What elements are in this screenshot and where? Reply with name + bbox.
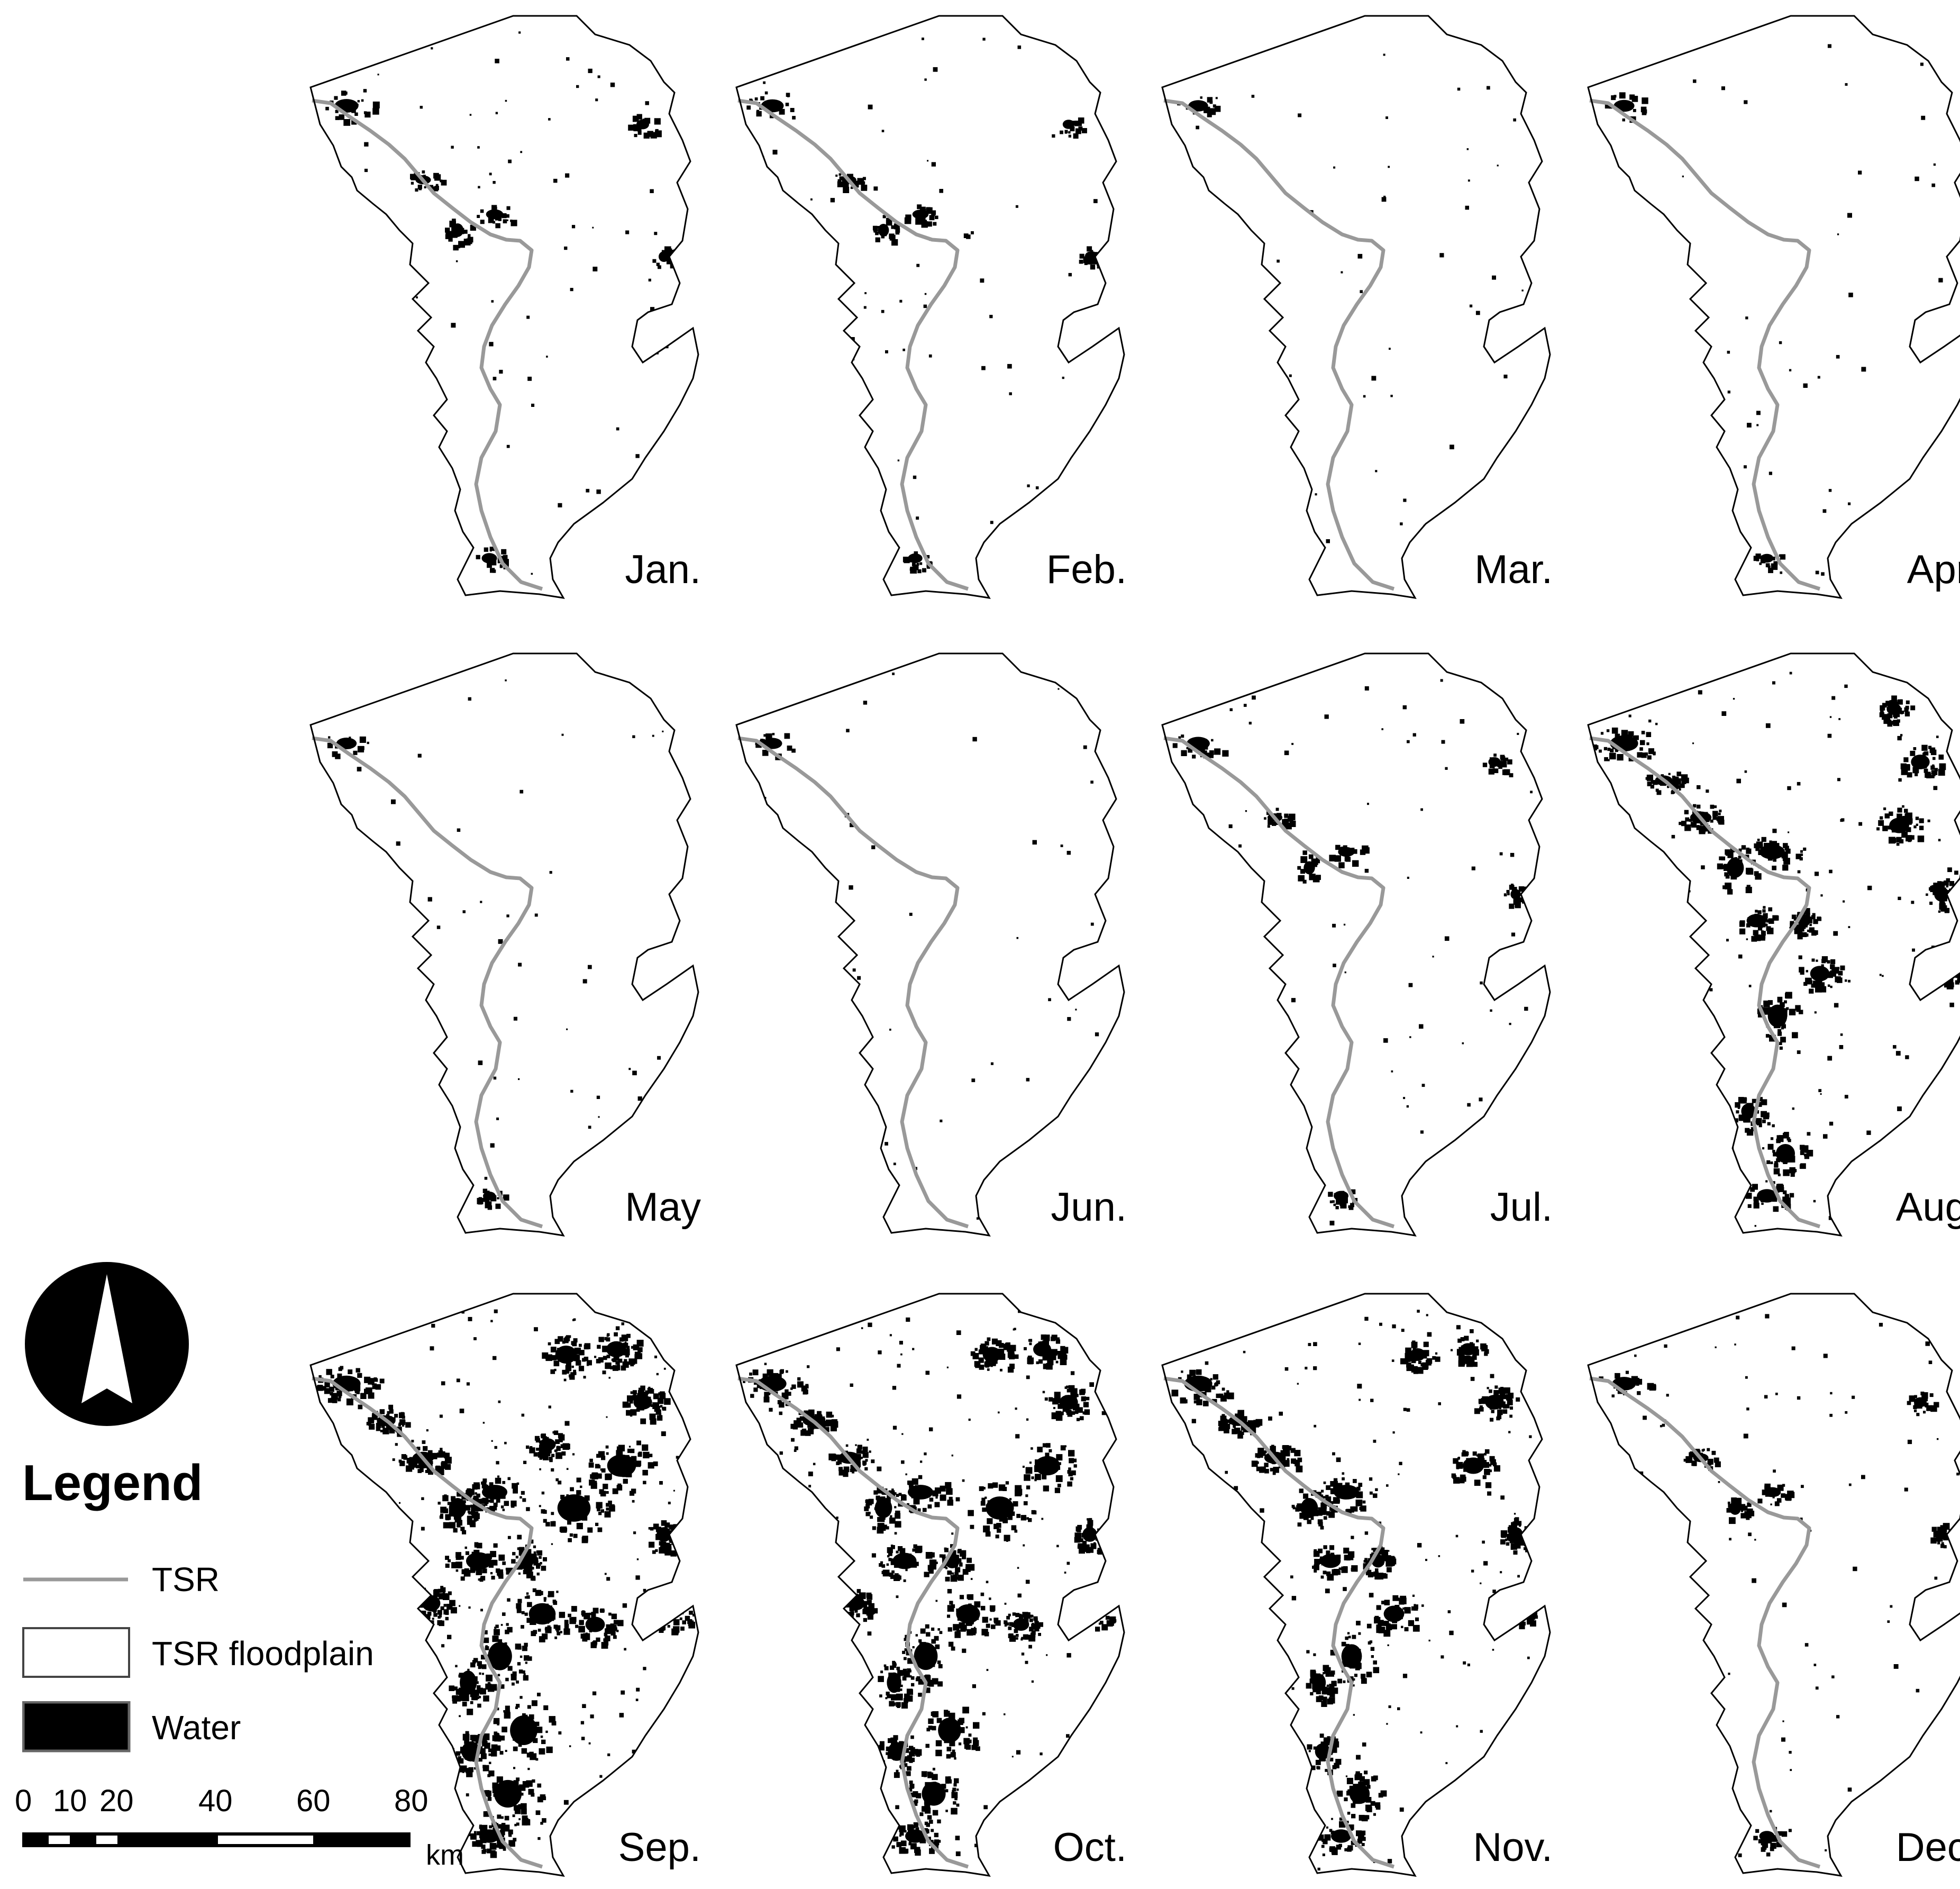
- map-panel: Apr.: [1576, 8, 1960, 611]
- floodplain-map: [725, 1286, 1148, 1889]
- month-label: Mar.: [1474, 550, 1553, 590]
- floodplain-map: [1151, 1286, 1574, 1889]
- map-panel: Jun.: [725, 646, 1148, 1249]
- legend-title: Legend: [22, 1458, 203, 1509]
- legend-label-water: Water: [152, 1711, 241, 1745]
- floodplain-map: [1576, 646, 1960, 1249]
- legend-item-tsr: TSR: [22, 1553, 424, 1606]
- legend-label-floodplain: TSR floodplain: [152, 1637, 374, 1670]
- scale-tick-80: 80: [394, 1786, 429, 1817]
- month-label: Jun.: [1051, 1187, 1127, 1228]
- floodplain-map: [1576, 1286, 1960, 1889]
- floodplain-map: [1151, 646, 1574, 1249]
- north-arrow-icon: [22, 1259, 192, 1429]
- map-panel: May: [299, 646, 722, 1249]
- floodplain-box-symbol: [22, 1627, 139, 1680]
- map-panel: Aug.: [1576, 646, 1960, 1249]
- legend-label-tsr: TSR: [152, 1563, 220, 1596]
- scale-bar-graphic: [0, 1828, 434, 1855]
- scale-bar: 0 10 20 40 60 80 km: [0, 1786, 529, 1886]
- floodplain-map: [1576, 8, 1960, 611]
- scale-tick-10: 10: [53, 1786, 87, 1817]
- scale-unit: km: [426, 1841, 464, 1869]
- month-label: Sep.: [618, 1828, 701, 1868]
- month-label: Apr.: [1907, 550, 1960, 590]
- month-label: Jul.: [1490, 1187, 1553, 1228]
- floodplain-map: [1151, 8, 1574, 611]
- month-label: Feb.: [1046, 550, 1127, 590]
- map-panel: Feb.: [725, 8, 1148, 611]
- water-box-symbol: [22, 1701, 139, 1754]
- floodplain-map: [299, 646, 722, 1249]
- map-panel: Jul.: [1151, 646, 1574, 1249]
- floodplain-area: [1588, 1294, 1960, 1876]
- floodplain-map: [725, 646, 1148, 1249]
- map-panel: Mar.: [1151, 8, 1574, 611]
- scale-tick-60: 60: [296, 1786, 331, 1817]
- map-panel: Dec.: [1576, 1286, 1960, 1889]
- month-label: Dec.: [1896, 1828, 1960, 1868]
- scale-tick-40: 40: [198, 1786, 233, 1817]
- legend-item-water: Water: [22, 1701, 424, 1754]
- month-label: May: [625, 1187, 701, 1228]
- map-panel: Oct.: [725, 1286, 1148, 1889]
- floodplain-map: [299, 8, 722, 611]
- map-panel: Jan.: [299, 8, 722, 611]
- month-label: Nov.: [1473, 1828, 1553, 1868]
- river-line-symbol: [22, 1553, 139, 1606]
- floodplain-map: [725, 8, 1148, 611]
- month-label: Jan.: [625, 550, 701, 590]
- map-panel: Nov.: [1151, 1286, 1574, 1889]
- month-label: Oct.: [1053, 1828, 1127, 1868]
- month-label: Aug.: [1896, 1187, 1960, 1228]
- scale-tick-0: 0: [15, 1786, 32, 1817]
- scale-tick-20: 20: [99, 1786, 134, 1817]
- legend-item-floodplain: TSR floodplain: [22, 1627, 424, 1680]
